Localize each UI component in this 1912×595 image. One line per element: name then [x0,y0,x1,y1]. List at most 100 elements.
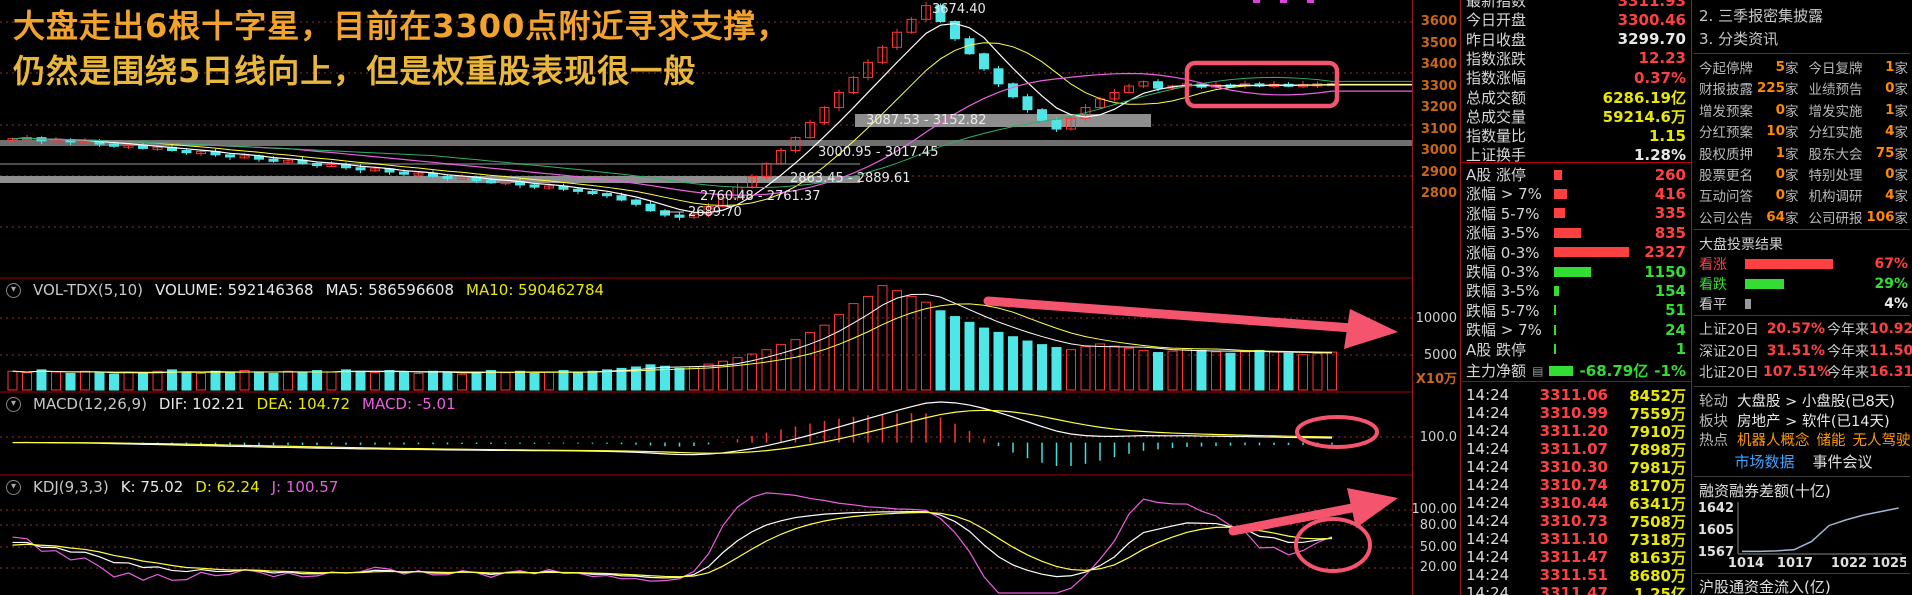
pane-collapse-icon[interactable]: ▾ [6,396,21,412]
detail-list-icon[interactable]: ▤ [1532,363,1544,378]
tick-volume: 6341万 [1629,494,1686,513]
main-net-label: 主力净额 [1466,362,1527,380]
updown-row: A股 跌停 1 [1466,340,1686,359]
quote-label: 昨日收盘 [1466,30,1527,49]
separator [1694,386,1910,387]
axis-label: 20.00 [1419,560,1457,575]
updown-count: 1 [1675,340,1686,359]
vote-row: 看平 4% [1699,294,1908,314]
stat-label: 股权质押 [1699,146,1753,163]
hot-topics-row: 热点 机器人概念 储能 无人驾驶 [1699,429,1911,450]
axis-label: 10000 [1415,311,1457,326]
news-list-item[interactable]: 2. 三季报密集披露 [1699,7,1824,25]
quote-label: 指数涨幅 [1466,69,1527,88]
hot-topic[interactable]: 储能 [1816,433,1846,449]
updown-count: 335 [1654,204,1686,223]
tick-price: 3311.20 [1539,422,1608,440]
updown-row: 跌幅 5-7% 51 [1466,301,1686,320]
updown-count: 835 [1654,223,1686,242]
hot-topic[interactable]: 无人驾驶 [1852,433,1911,449]
tick-volume: 7559万 [1629,404,1686,423]
main-chart[interactable]: 3674.40 3087.53 - 3152.82 3000.95 - 3017.4… [0,0,1412,595]
magenta-tick [1280,0,1287,3]
updown-label: 跌幅 3-5% [1466,282,1540,301]
stat-label: 股票更名 [1699,168,1753,184]
quote-row: 指数涨跌 12.23 [1466,49,1686,68]
company-stat-row: 财报披露 225 家业绩预告 0 家 [1699,78,1908,98]
hot-topic[interactable]: 机器人概念 [1737,433,1810,449]
updown-count: 51 [1665,301,1686,320]
svg-text:1022: 1022 [1831,556,1867,570]
kdj-pane-header: ▾ KDJ(9,3,3) K: 75.02 D: 62.24 J: 100.57 [6,478,338,496]
magenta-tick [1253,0,1260,3]
svg-text:1014: 1014 [1728,556,1764,570]
index-quote-panel: 最新指数 3311.93 今日开盘 3300.46 昨日收盘 3299.70 指数涨跌 12.… [1462,0,1691,595]
axis-label: 2800 [1420,186,1457,201]
hot-label: 热点 [1699,433,1728,449]
updown-count: 24 [1665,320,1686,339]
quote-value: 3300.46 [1617,10,1686,29]
vote-bar [1745,279,1784,289]
axis-label: 100.00 [1411,502,1458,517]
stat-count: 5 [1775,59,1785,75]
divider [1691,0,1692,595]
tick-price: 3310.44 [1539,494,1608,512]
updown-row: 涨幅 3-5% 835 [1466,223,1686,243]
quote-label: 指数涨跌 [1466,49,1527,68]
tick-time: 14:24 [1466,386,1510,404]
macd-circle-annotation [1295,415,1379,449]
indicator-name: KDJ(9,3,3) [33,478,109,496]
axis-label: 3600 [1420,14,1457,29]
kdj-circle-annotation [1294,517,1372,573]
stat-count: 0 [1885,166,1895,182]
tick-price: 3311.47 [1539,548,1608,566]
tab-事件会议[interactable]: 事件会议 [1812,453,1873,471]
updown-bar [1554,266,1591,277]
stat-label: 业绩预告 [1808,82,1863,99]
annotation-line-1: 大盘走出6根十字星，目前在3300点附近寻求支撑， [13,7,790,45]
updown-label: 涨幅 > 7% [1466,185,1542,204]
stat-label: 分红预案 [1699,125,1753,142]
rotation-row: 板块 房地产 > 软件(已14天) [1699,410,1908,431]
quote-value: 12.23 [1638,49,1686,68]
index-20d-pct: 107.51% [1763,364,1832,381]
quote-label: 指数量比 [1466,127,1527,146]
tick-price: 3310.99 [1539,404,1608,422]
tick-price: 3311.06 [1539,386,1608,404]
updown-label: 跌幅 0-3% [1466,263,1540,281]
tick-row: 14:24 3310.73 7508万 [1466,512,1686,531]
price-level-label: 2760.48 - 2761.37 [700,189,820,204]
updown-count: 2327 [1644,243,1686,262]
tick-price: 3311.10 [1539,530,1608,548]
news-list-item[interactable]: 3. 分类资讯 [1699,30,1779,48]
tab-市场数据[interactable]: 市场数据 [1734,453,1795,471]
pane-collapse-icon[interactable]: ▾ [6,479,21,495]
axis-label: 3500 [1420,35,1457,51]
separator [1694,53,1910,54]
stat-count: 4 [1885,123,1895,140]
quote-value: 0.37% [1633,68,1686,87]
stat-unit: 家 [1785,189,1799,206]
updown-bar [1554,208,1565,219]
axis-label: 2900 [1420,164,1457,180]
volume-ma10-value: MA10: 590462784 [466,281,605,299]
updown-bar [1554,285,1559,296]
quote-row: 上证换手 1.28% [1466,145,1686,165]
highlight-box-annotation [1184,60,1340,109]
updown-label: 涨幅 3-5% [1466,224,1540,243]
quote-value: 1.15 [1648,126,1686,145]
ytd-label: 今年来 [1827,343,1869,360]
rotation-label: 轮动 [1699,394,1728,410]
main-net-pct: -1% [1654,361,1686,380]
tick-volume: 7318万 [1629,530,1686,549]
pane-collapse-icon[interactable]: ▾ [6,282,21,298]
index-label: 深证20日 [1699,343,1759,360]
index-label: 上证20日 [1699,322,1759,338]
quote-value: 6286.19亿 [1602,88,1686,107]
price-axis: 3600 3500 3400 3300 3200 3100 3000 2900 2800 1000… [1411,0,1460,595]
vote-pct: 4% [1884,296,1908,312]
tick-time: 14:24 [1466,548,1510,566]
ytd-pct: 16.31% [1869,364,1912,381]
axis-label: 3100 [1420,121,1457,137]
